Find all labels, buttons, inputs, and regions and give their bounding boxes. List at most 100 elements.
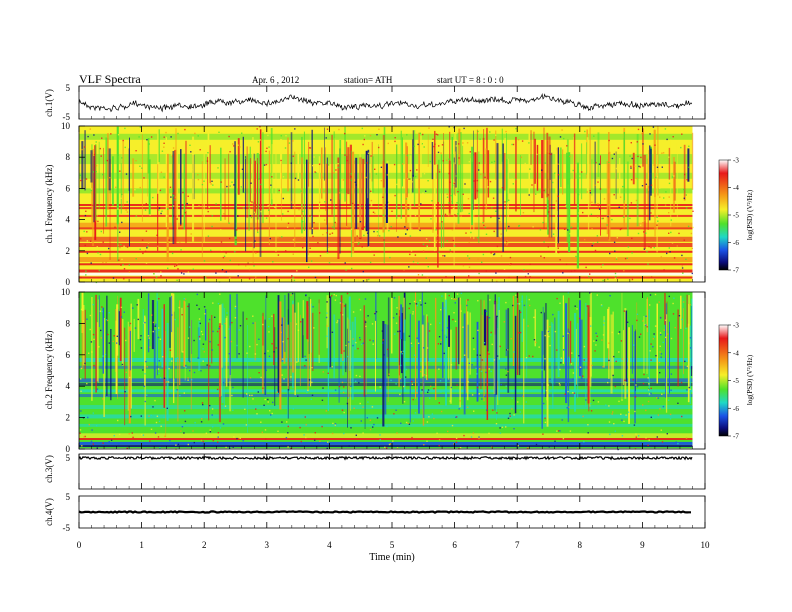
spectral-speckle bbox=[366, 417, 368, 419]
spectral-speckle bbox=[532, 355, 534, 358]
spectral-speckle bbox=[238, 329, 241, 331]
station-label: station= ATH bbox=[344, 75, 393, 85]
spectral-speckle bbox=[656, 166, 659, 168]
spectral-speckle bbox=[179, 394, 181, 397]
spectral-speckle bbox=[449, 181, 451, 183]
spectral-speckle bbox=[396, 313, 398, 315]
spectral-streak bbox=[445, 299, 447, 406]
spectral-speckle bbox=[143, 177, 145, 179]
spectral-speckle bbox=[223, 213, 225, 215]
spectral-speckle bbox=[518, 303, 521, 305]
spectral-streak bbox=[543, 312, 545, 371]
spectral-speckle bbox=[686, 179, 688, 181]
spectral-speckle bbox=[435, 229, 437, 231]
spectral-speckle bbox=[361, 246, 363, 248]
spectral-speckle bbox=[143, 322, 145, 324]
spectral-speckle bbox=[659, 408, 661, 410]
spectral-speckle bbox=[441, 221, 443, 223]
spectral-speckle bbox=[158, 327, 160, 329]
spectral-speckle bbox=[276, 391, 278, 393]
spectral-speckle bbox=[450, 201, 452, 203]
spectral-speckle bbox=[211, 180, 213, 182]
spectral-speckle bbox=[450, 194, 452, 197]
spectral-speckle bbox=[492, 197, 495, 199]
spectral-speckle bbox=[554, 172, 556, 174]
spectral-speckle bbox=[291, 201, 293, 203]
spectral-streak bbox=[224, 158, 226, 220]
spectral-speckle bbox=[686, 389, 688, 391]
spectral-speckle bbox=[359, 339, 361, 341]
spectral-streak bbox=[418, 132, 420, 230]
spectral-speckle bbox=[591, 201, 593, 203]
spectral-speckle bbox=[216, 330, 219, 333]
spectral-streak bbox=[608, 132, 610, 207]
spectral-speckle bbox=[411, 380, 413, 383]
spectral-speckle bbox=[613, 355, 615, 358]
spectral-speckle bbox=[411, 228, 413, 230]
spectral-speckle bbox=[293, 279, 296, 282]
spectral-speckle bbox=[115, 186, 117, 188]
spectral-speckle bbox=[624, 257, 627, 260]
spectral-speckle bbox=[158, 329, 160, 331]
spectral-speckle bbox=[394, 137, 396, 139]
spectral-speckle bbox=[335, 169, 337, 171]
spectral-streak bbox=[116, 126, 119, 225]
spectral-speckle bbox=[511, 408, 513, 410]
spectral-speckle bbox=[468, 241, 470, 243]
spectral-speckle bbox=[163, 136, 165, 138]
spectral-speckle bbox=[609, 433, 611, 436]
spectral-speckle bbox=[420, 304, 422, 306]
spectral-streak bbox=[249, 158, 251, 203]
spectral-speckle bbox=[601, 305, 603, 307]
spectral-speckle bbox=[594, 249, 597, 252]
spectral-speckle bbox=[255, 408, 257, 410]
spectral-streak bbox=[364, 320, 366, 429]
spectral-speckle bbox=[83, 436, 85, 438]
spectral-streak bbox=[555, 150, 557, 256]
spectral-streak bbox=[579, 300, 581, 377]
spectral-speckle bbox=[481, 398, 483, 400]
spectral-speckle bbox=[199, 322, 201, 325]
spectral-speckle bbox=[517, 401, 519, 403]
spectral-speckle bbox=[477, 300, 479, 302]
spectral-streak bbox=[299, 314, 301, 386]
spectral-speckle bbox=[241, 168, 244, 170]
spectral-speckle bbox=[495, 272, 497, 274]
spectral-speckle bbox=[272, 401, 274, 404]
spectral-speckle bbox=[467, 255, 469, 257]
spectral-speckle bbox=[183, 298, 185, 300]
spectral-speckle bbox=[672, 136, 674, 138]
spectral-speckle bbox=[585, 399, 587, 401]
spectral-speckle bbox=[668, 212, 670, 214]
spectral-speckle bbox=[490, 216, 492, 218]
spectral-speckle bbox=[238, 263, 240, 266]
spectral-speckle bbox=[87, 135, 89, 138]
spectral-speckle bbox=[310, 215, 313, 218]
spectral-speckle bbox=[148, 143, 150, 145]
spectral-speckle bbox=[148, 415, 150, 417]
spectral-speckle bbox=[128, 433, 130, 435]
spectral-speckle bbox=[244, 408, 246, 410]
spectral-speckle bbox=[406, 154, 408, 157]
spectral-streak bbox=[157, 127, 160, 194]
spectral-speckle bbox=[330, 166, 332, 168]
spectral-speckle bbox=[547, 246, 549, 248]
spectral-speckle bbox=[368, 246, 370, 248]
spectral-speckle bbox=[670, 219, 672, 221]
spectral-streak bbox=[546, 329, 549, 401]
spectral-speckle bbox=[511, 397, 513, 400]
spectral-speckle bbox=[189, 370, 191, 372]
spectral-speckle bbox=[346, 402, 349, 405]
spectral-speckle bbox=[500, 255, 503, 257]
spectral-speckle bbox=[114, 226, 116, 228]
spectral-speckle bbox=[463, 434, 465, 437]
spectral-speckle bbox=[453, 181, 456, 184]
spectral-speckle bbox=[302, 220, 304, 223]
spectral-speckle bbox=[375, 311, 378, 313]
spectral-speckle bbox=[233, 184, 235, 186]
spectral-speckle bbox=[422, 133, 424, 136]
spectral-speckle bbox=[208, 318, 211, 321]
spectral-speckle bbox=[158, 209, 160, 211]
spectral-speckle bbox=[649, 133, 651, 135]
spectral-streak bbox=[228, 153, 230, 223]
